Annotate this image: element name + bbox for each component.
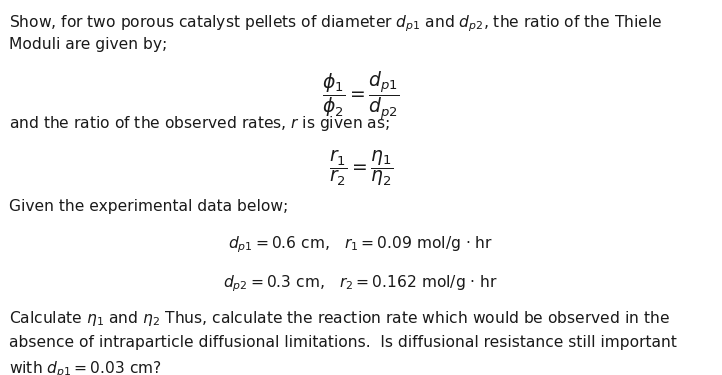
Text: $d_{p2} = 0.3$ cm,   $r_2 = 0.162$ mol/g $\cdot$ hr: $d_{p2} = 0.3$ cm, $r_2 = 0.162$ mol/g $… [224,274,498,294]
Text: Moduli are given by;: Moduli are given by; [9,38,168,52]
Text: $\dfrac{r_1}{r_2} = \dfrac{\eta_1}{\eta_2}$: $\dfrac{r_1}{r_2} = \dfrac{\eta_1}{\eta_… [329,148,393,188]
Text: with $d_{p1} = 0.03$ cm?: with $d_{p1} = 0.03$ cm? [9,359,162,375]
Text: $d_{p1} = 0.6$ cm,   $r_1 = 0.09$ mol/g $\cdot$ hr: $d_{p1} = 0.6$ cm, $r_1 = 0.09$ mol/g $\… [228,234,494,255]
Text: Show, for two porous catalyst pellets of diameter $d_{p1}$ and $d_{p2}$, the rat: Show, for two porous catalyst pellets of… [9,13,663,34]
Text: $\dfrac{\phi_1}{\phi_2} = \dfrac{d_{p1}}{d_{p2}}$: $\dfrac{\phi_1}{\phi_2} = \dfrac{d_{p1}}… [322,69,400,122]
Text: absence of intraparticle diffusional limitations.  Is diffusional resistance sti: absence of intraparticle diffusional lim… [9,334,677,350]
Text: Given the experimental data below;: Given the experimental data below; [9,199,289,214]
Text: Calculate $\eta_1$ and $\eta_2$ Thus, calculate the reaction rate which would be: Calculate $\eta_1$ and $\eta_2$ Thus, ca… [9,309,670,328]
Text: and the ratio of the observed rates, $r$ is given as;: and the ratio of the observed rates, $r$… [9,114,390,134]
